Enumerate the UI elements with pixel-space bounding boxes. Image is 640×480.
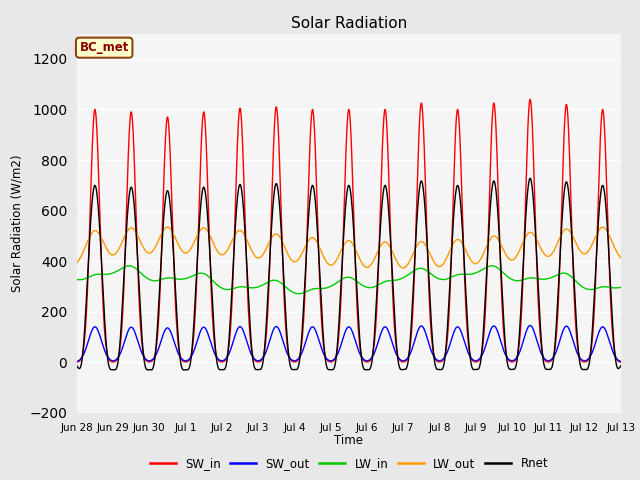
- SW_out: [440, 355, 448, 360]
- LW_out: [441, 259, 449, 264]
- LW_in: [488, 263, 496, 269]
- Y-axis label: Solar Radiation (W/m2): Solar Radiation (W/m2): [11, 155, 24, 292]
- SW_in: [617, 359, 625, 365]
- SW_out: [328, 358, 336, 363]
- Rnet: [617, 363, 625, 369]
- LW_out: [617, 255, 625, 261]
- SW_in: [471, 359, 479, 365]
- SW_in: [526, 96, 534, 102]
- Text: BC_met: BC_met: [79, 41, 129, 54]
- SW_out: [526, 323, 534, 328]
- LW_in: [329, 283, 337, 288]
- LW_in: [441, 276, 449, 282]
- SW_out: [616, 359, 624, 364]
- Line: Rnet: Rnet: [77, 178, 621, 370]
- Title: Solar Radiation: Solar Radiation: [291, 16, 407, 31]
- SW_in: [328, 359, 336, 364]
- Rnet: [73, 363, 81, 369]
- Legend: SW_in, SW_out, LW_in, LW_out, Rnet: SW_in, SW_out, LW_in, LW_out, Rnet: [145, 453, 553, 475]
- LW_in: [171, 276, 179, 281]
- LW_in: [617, 285, 625, 290]
- X-axis label: Time: Time: [334, 434, 364, 447]
- LW_out: [171, 233, 179, 239]
- LW_in: [471, 270, 479, 276]
- Rnet: [329, 367, 337, 372]
- LW_in: [616, 285, 624, 290]
- LW_out: [73, 260, 81, 266]
- LW_out: [399, 265, 407, 271]
- LW_out: [329, 262, 337, 267]
- SW_in: [502, 347, 509, 352]
- Rnet: [471, 367, 479, 372]
- SW_in: [171, 280, 179, 286]
- LW_out: [471, 261, 479, 266]
- SW_in: [616, 359, 624, 365]
- SW_out: [171, 340, 179, 346]
- LW_in: [502, 272, 509, 278]
- Rnet: [441, 358, 449, 363]
- LW_out: [616, 254, 624, 260]
- Line: LW_out: LW_out: [77, 227, 621, 268]
- SW_out: [471, 358, 479, 363]
- Rnet: [502, 345, 509, 350]
- SW_out: [617, 359, 625, 364]
- Rnet: [147, 367, 155, 373]
- LW_out: [502, 252, 509, 257]
- LW_out: [164, 224, 172, 230]
- SW_in: [73, 359, 81, 365]
- SW_out: [502, 352, 509, 358]
- SW_in: [440, 354, 448, 360]
- LW_in: [73, 276, 81, 282]
- Rnet: [171, 273, 179, 279]
- SW_out: [73, 359, 81, 364]
- Line: SW_out: SW_out: [77, 325, 621, 361]
- Rnet: [616, 364, 624, 370]
- Line: LW_in: LW_in: [77, 266, 621, 294]
- LW_in: [295, 291, 303, 297]
- Rnet: [526, 175, 534, 181]
- Line: SW_in: SW_in: [77, 99, 621, 362]
